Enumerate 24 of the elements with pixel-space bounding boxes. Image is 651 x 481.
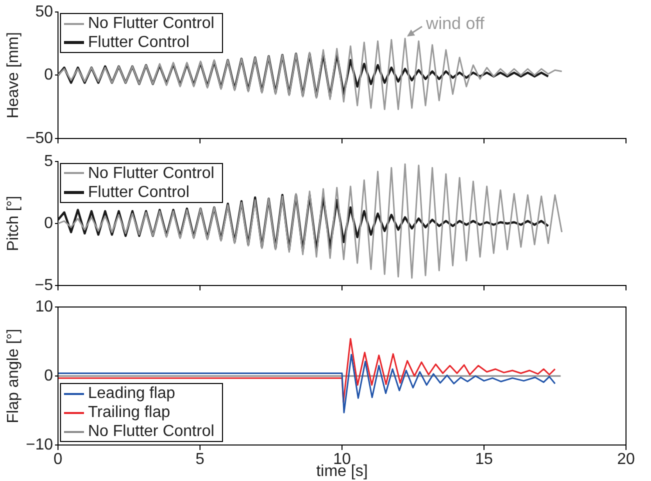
x-tick-label: 5 xyxy=(196,451,205,468)
legend-label: Trailing flap xyxy=(88,404,170,421)
y-axis-title: Pitch [°] xyxy=(5,196,22,252)
y-tick-label: −50 xyxy=(26,130,54,147)
y-tick-label: 0 xyxy=(44,367,54,384)
y-tick-label: 0 xyxy=(44,214,54,232)
y-tick-label: 50 xyxy=(35,3,54,20)
x-tick-label: 20 xyxy=(617,451,635,468)
legend-label: No Flutter Control xyxy=(88,423,214,440)
legend-label: Leading flap xyxy=(88,385,176,402)
x-tick-label: 10 xyxy=(333,451,351,468)
y-tick-label: 10 xyxy=(35,298,54,316)
legend-label: No Flutter Control xyxy=(88,164,214,182)
annotation: wind off xyxy=(425,14,485,34)
y-tick-label: −10 xyxy=(26,436,54,454)
x-tick-label: 15 xyxy=(475,451,493,468)
y-tick-label: 5 xyxy=(44,153,54,170)
y-tick-label: 0 xyxy=(44,66,54,84)
y-axis-title: Heave [mm] xyxy=(5,32,22,118)
legend-label: Flutter Control xyxy=(88,184,190,201)
y-tick-label: −5 xyxy=(34,276,54,294)
legend-label: No Flutter Control xyxy=(88,15,214,32)
y-axis-title: Flap angle [°] xyxy=(5,328,22,424)
legend-label: Flutter Control xyxy=(88,34,190,51)
